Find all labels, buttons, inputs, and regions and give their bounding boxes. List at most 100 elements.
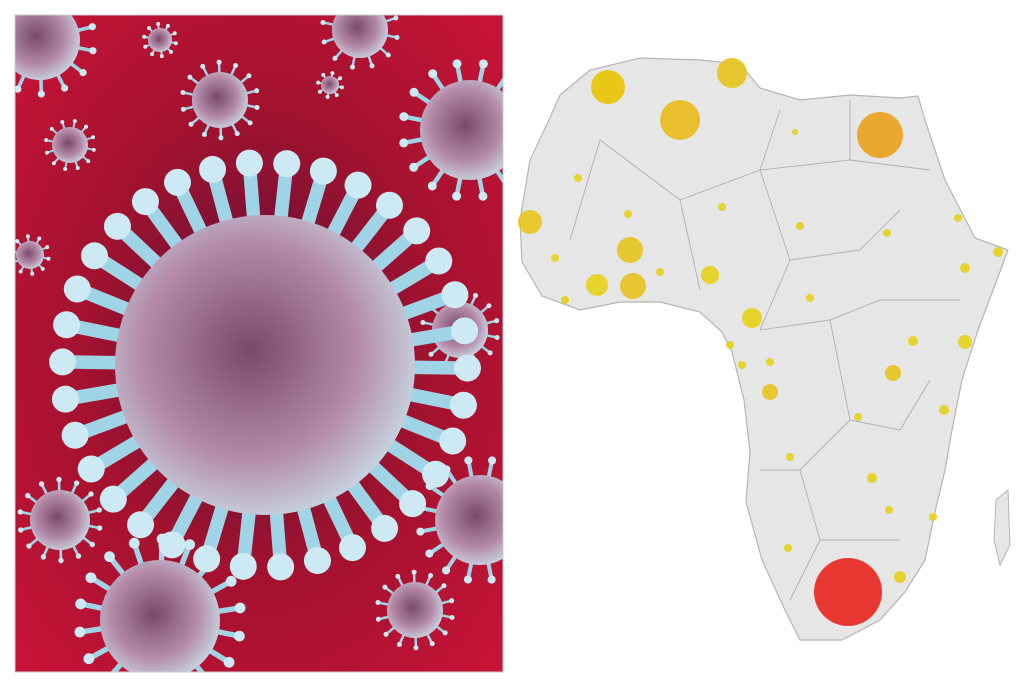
spike-tip <box>156 21 161 26</box>
spike-tip <box>17 509 24 515</box>
spike-tip <box>411 569 417 575</box>
spike-tip <box>233 63 239 69</box>
spike-tip <box>58 557 64 564</box>
map-bubble <box>574 174 582 182</box>
virus-spike <box>53 0 62 11</box>
spike-tip <box>56 476 62 483</box>
spike-tip <box>273 150 301 178</box>
spike-tip <box>40 266 45 271</box>
spike-tip <box>49 348 77 376</box>
spike-tip <box>199 155 227 183</box>
spike-tip <box>321 72 326 77</box>
virus <box>316 71 344 99</box>
virus-body <box>192 72 248 128</box>
spike-tip <box>168 49 173 54</box>
spike-tip <box>15 85 22 93</box>
spike-tip <box>88 23 96 31</box>
spike-tip <box>416 527 425 536</box>
spike-tip <box>425 247 453 275</box>
virus-body <box>16 241 44 269</box>
spike-tip <box>395 573 401 579</box>
virus-spike <box>364 0 367 8</box>
spike-tip <box>223 656 235 668</box>
map-bubble <box>762 384 778 400</box>
spike-tip <box>30 271 35 276</box>
virus-body <box>52 127 88 163</box>
spike-tip <box>478 59 488 69</box>
virus-body <box>100 560 220 672</box>
spike-tip <box>385 52 391 58</box>
spike-tip <box>425 549 434 558</box>
spike-tip <box>383 0 388 4</box>
spike-tip <box>371 514 399 542</box>
virus-spike <box>501 105 503 111</box>
spike-tip <box>334 93 339 98</box>
spike-tip <box>83 653 95 665</box>
spike-tip <box>0 4 1 11</box>
spike-tip <box>420 319 426 326</box>
spike-tip <box>527 482 535 490</box>
map-bubble <box>786 453 794 461</box>
spike-tip <box>11 261 15 265</box>
spike-tip <box>77 455 105 483</box>
spike-tip <box>63 166 68 171</box>
spike-tip <box>510 466 518 474</box>
spike-tip <box>394 34 400 41</box>
spike-tip <box>393 15 399 21</box>
spike-tip <box>399 138 409 148</box>
spike-tip <box>442 566 451 575</box>
spike-tip <box>246 73 252 79</box>
spike-tip <box>74 626 86 638</box>
map-bubble <box>624 210 632 218</box>
virus-body <box>15 15 80 80</box>
spike-tip <box>316 80 321 85</box>
spike-tip <box>96 525 103 531</box>
spike-tip <box>503 70 512 79</box>
map-bubble <box>766 358 774 366</box>
spike-tip <box>142 34 147 39</box>
spike-tip <box>502 184 503 188</box>
spike-tip <box>442 630 448 636</box>
virus-body <box>148 28 172 52</box>
spike-tip <box>150 52 155 57</box>
spike-tip <box>235 149 263 177</box>
spike-tip <box>494 318 500 324</box>
map-bubble <box>617 237 643 263</box>
spike-tip <box>49 126 54 131</box>
map-bubble <box>993 247 1003 257</box>
spike-tip <box>325 94 330 99</box>
image-border <box>14 14 504 673</box>
map-bubble <box>660 100 700 140</box>
virus-spike <box>0 48 9 53</box>
spike-tip <box>439 427 467 455</box>
spike-tip <box>234 131 240 137</box>
spike-tip <box>201 131 207 137</box>
spike-tip <box>303 547 331 575</box>
spike-tip <box>131 188 159 216</box>
spike-tip <box>478 191 488 201</box>
spike-tip <box>510 567 518 575</box>
spike-tip <box>486 303 492 309</box>
spike-tip <box>375 616 381 622</box>
spike-tip <box>422 460 450 488</box>
spike-tip <box>225 575 237 587</box>
map-bubble <box>518 210 542 234</box>
spike-tip <box>172 31 177 36</box>
spike-tip <box>89 541 95 548</box>
virus-spike <box>509 138 536 143</box>
spike-tip <box>427 181 437 191</box>
spike-tip <box>487 350 493 356</box>
spike-tip <box>369 63 375 69</box>
spike-tip <box>99 485 127 513</box>
virus <box>375 569 455 651</box>
spike-tip <box>522 88 531 97</box>
spike-tip <box>51 385 79 413</box>
virus-spike <box>515 508 539 513</box>
spike-tip <box>40 554 47 560</box>
map-bubble <box>738 361 746 369</box>
virus-spike <box>0 29 9 33</box>
spike-tip <box>413 645 419 651</box>
spike-tip <box>535 528 543 536</box>
map-bubble <box>854 413 862 421</box>
